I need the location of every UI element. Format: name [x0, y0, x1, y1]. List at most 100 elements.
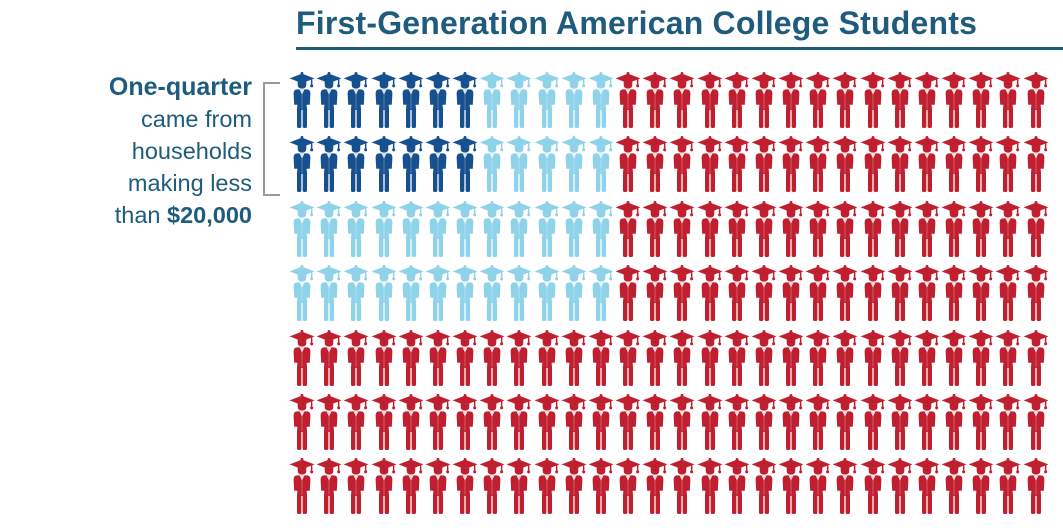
graduate-icon: [452, 72, 478, 130]
graduate-icon: [669, 394, 695, 452]
graduate-icon: [669, 458, 695, 516]
graduate-icon: [425, 265, 451, 323]
graduate-icon: [452, 265, 478, 323]
graduate-icon: [398, 265, 424, 323]
annotation-line-1: One-quarter: [108, 73, 252, 101]
graduate-icon: [1023, 394, 1049, 452]
graduate-icon: [751, 458, 777, 516]
bracket: [263, 82, 280, 196]
graduate-icon: [968, 201, 994, 259]
graduate-icon: [425, 458, 451, 516]
graduate-icon: [914, 136, 940, 194]
graduate-icon: [371, 201, 397, 259]
graduate-icon: [697, 330, 723, 388]
graduate-icon: [778, 72, 804, 130]
graduate-icon: [887, 330, 913, 388]
graduate-icon: [316, 330, 342, 388]
annotation-line-5-prefix: than: [114, 202, 168, 228]
graduate-icon: [805, 201, 831, 259]
pictograph-grid: [289, 72, 1049, 523]
graduate-icon: [995, 330, 1021, 388]
graduate-icon: [398, 72, 424, 130]
graduate-icon: [697, 136, 723, 194]
graduate-icon: [642, 136, 668, 194]
graduate-icon: [615, 265, 641, 323]
graduate-icon: [914, 458, 940, 516]
graduate-icon: [316, 72, 342, 130]
graduate-icon: [751, 265, 777, 323]
graduate-icon: [805, 72, 831, 130]
graduate-icon: [1023, 72, 1049, 130]
graduate-icon: [968, 458, 994, 516]
graduate-icon: [316, 394, 342, 452]
graduate-icon: [751, 72, 777, 130]
graduate-icon: [479, 136, 505, 194]
graduate-icon: [941, 330, 967, 388]
graduate-icon: [995, 458, 1021, 516]
graduate-icon: [941, 394, 967, 452]
graduate-icon: [452, 136, 478, 194]
graduate-icon: [642, 265, 668, 323]
graduate-icon: [398, 458, 424, 516]
graduate-icon: [506, 136, 532, 194]
graduate-icon: [968, 330, 994, 388]
graduate-icon: [751, 330, 777, 388]
graduate-icon: [588, 330, 614, 388]
graduate-icon: [588, 136, 614, 194]
graduate-icon: [534, 72, 560, 130]
graduate-icon: [506, 458, 532, 516]
graduate-icon: [289, 201, 315, 259]
graduate-icon: [914, 394, 940, 452]
graduate-icon: [316, 265, 342, 323]
graduate-icon: [343, 394, 369, 452]
graduate-icon: [479, 458, 505, 516]
graduate-icon: [615, 458, 641, 516]
graduate-icon: [425, 330, 451, 388]
graduate-icon: [615, 330, 641, 388]
graduate-icon: [805, 394, 831, 452]
graduate-icon: [316, 201, 342, 259]
graduate-icon: [778, 265, 804, 323]
annotation-amount: $20,000: [167, 202, 252, 228]
graduate-icon: [805, 265, 831, 323]
graduate-icon: [724, 201, 750, 259]
graduate-icon: [615, 201, 641, 259]
graduate-icon: [832, 265, 858, 323]
graduate-icon: [669, 330, 695, 388]
graduate-icon: [697, 265, 723, 323]
graduate-icon: [479, 265, 505, 323]
graduate-icon: [832, 394, 858, 452]
annotation-line-5: than $20,000: [40, 199, 252, 231]
pictograph-row: [289, 72, 1049, 130]
graduate-icon: [289, 330, 315, 388]
graduate-icon: [968, 265, 994, 323]
pictograph-row: [289, 330, 1049, 388]
graduate-icon: [860, 330, 886, 388]
graduate-icon: [832, 458, 858, 516]
pictograph-row: [289, 201, 1049, 259]
graduate-icon: [887, 72, 913, 130]
graduate-icon: [697, 394, 723, 452]
graduate-icon: [561, 201, 587, 259]
graduate-icon: [805, 330, 831, 388]
graduate-icon: [860, 72, 886, 130]
graduate-icon: [561, 136, 587, 194]
graduate-icon: [561, 458, 587, 516]
graduate-icon: [588, 72, 614, 130]
graduate-icon: [805, 136, 831, 194]
graduate-icon: [860, 394, 886, 452]
graduate-icon: [887, 394, 913, 452]
graduate-icon: [452, 458, 478, 516]
graduate-icon: [724, 136, 750, 194]
graduate-icon: [941, 72, 967, 130]
graduate-icon: [669, 265, 695, 323]
graduate-icon: [534, 265, 560, 323]
graduate-icon: [914, 265, 940, 323]
graduate-icon: [724, 330, 750, 388]
graduate-icon: [588, 265, 614, 323]
annotation-line-3: households: [131, 138, 252, 164]
graduate-icon: [995, 72, 1021, 130]
graduate-icon: [751, 136, 777, 194]
graduate-icon: [860, 201, 886, 259]
